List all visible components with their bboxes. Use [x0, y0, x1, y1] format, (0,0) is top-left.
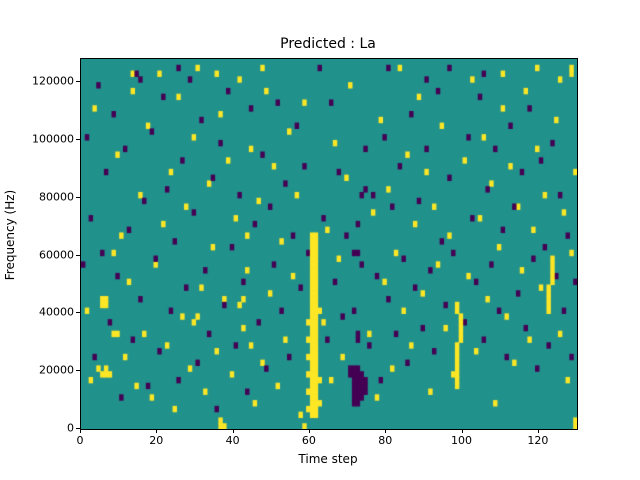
- x-tick-label: 0: [76, 434, 84, 447]
- y-tick-label: 80000: [39, 190, 74, 204]
- y-axis-label: Frequency (Hz): [3, 189, 17, 281]
- x-tick-mark: [461, 429, 463, 433]
- x-tick-label: 120: [527, 434, 549, 447]
- x-tick-label: 80: [378, 434, 393, 447]
- x-tick-mark: [232, 429, 234, 433]
- y-tick-mark: [76, 196, 80, 198]
- y-tick-label: 40000: [39, 305, 74, 319]
- y-tick-mark: [76, 138, 80, 140]
- x-axis-label: Time step: [298, 452, 358, 466]
- x-tick-label: 40: [225, 434, 240, 447]
- y-tick-mark: [76, 312, 80, 314]
- y-tick-label: 0: [67, 421, 74, 435]
- x-tick-mark: [308, 429, 310, 433]
- y-tick-mark: [76, 254, 80, 256]
- y-tick-label: 60000: [39, 248, 74, 262]
- y-tick-label: 120000: [32, 74, 74, 88]
- y-tick-mark: [76, 370, 80, 372]
- y-tick-label: 20000: [39, 363, 74, 377]
- chart-title: Predicted : La: [280, 36, 376, 52]
- x-tick-label: 20: [149, 434, 164, 447]
- x-tick-label: 60: [301, 434, 316, 447]
- y-tick-label: 100000: [32, 132, 74, 146]
- x-tick-label: 100: [451, 434, 473, 447]
- x-tick-mark: [156, 429, 158, 433]
- y-tick-mark: [76, 428, 80, 429]
- plot-area: [80, 58, 578, 430]
- x-tick-mark: [385, 429, 387, 433]
- x-tick-mark: [80, 429, 81, 433]
- y-tick-mark: [76, 81, 80, 83]
- x-tick-mark: [537, 429, 539, 433]
- heatmap-canvas: [81, 59, 577, 429]
